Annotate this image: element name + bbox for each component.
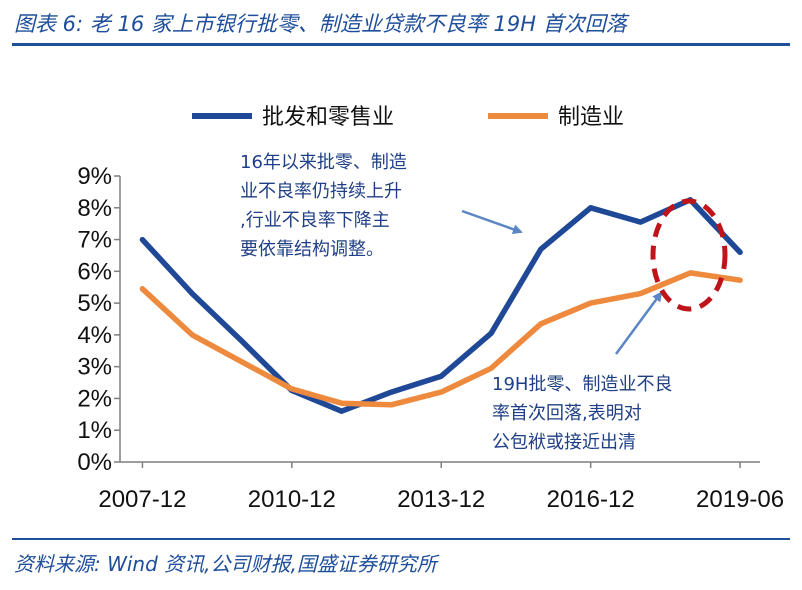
source-rule <box>12 538 790 540</box>
x-tick-label: 2013-12 <box>397 486 485 513</box>
annotation-text: 19H批零、制造业不良率首次回落,表明对公包袱或接近出清 <box>492 374 672 453</box>
annotation-line: ,行业不良率下降主 <box>240 210 390 231</box>
annotation-line: 16年以来批零、制造 <box>240 152 407 173</box>
y-tick-label: 6% <box>77 258 112 285</box>
annotation-line: 19H批零、制造业不良 <box>492 374 672 395</box>
annotation-line: 公包袱或接近出清 <box>492 432 636 453</box>
legend-label: 制造业 <box>558 105 624 130</box>
y-tick-label: 5% <box>77 290 112 317</box>
y-tick-label: 7% <box>77 227 112 254</box>
annotation-line: 业不良率仍持续上升 <box>240 181 402 202</box>
y-tick-label: 1% <box>77 417 112 444</box>
x-tick-label: 2007-12 <box>98 486 186 513</box>
y-tick-label: 4% <box>77 322 112 349</box>
annotation-line: 要依靠结构调整。 <box>240 239 384 260</box>
annotation-text: 16年以来批零、制造业不良率仍持续上升 ,行业不良率下降主要依靠结构调整。 <box>240 152 407 260</box>
y-tick-label: 8% <box>77 195 112 222</box>
title-rule <box>12 43 790 46</box>
source-note: 资料来源: Wind 资讯,公司财报,国盛证券研究所 <box>14 552 437 576</box>
highlight-ellipse <box>650 198 728 312</box>
legend-label: 批发和零售业 <box>262 105 394 130</box>
annotation-arrow <box>614 291 663 355</box>
wholesale-retail-line <box>139 197 743 414</box>
y-tick-label: 9% <box>77 163 112 190</box>
x-tick-label: 2010-12 <box>248 486 336 513</box>
y-tick-label: 3% <box>77 354 112 381</box>
figure-title: 图表 6: 老 16 家上市银行批零、制造业贷款不良率 19H 首次回落 <box>14 12 627 36</box>
y-tick-label: 2% <box>77 385 112 412</box>
x-tick-label: 2016-12 <box>547 486 635 513</box>
annotation-arrow <box>461 209 523 235</box>
y-tick-label: 0% <box>77 449 112 476</box>
annotation-line: 率首次回落,表明对 <box>492 403 642 424</box>
manufacturing-line <box>139 270 743 408</box>
x-tick-label: 2019-06 <box>696 486 784 513</box>
